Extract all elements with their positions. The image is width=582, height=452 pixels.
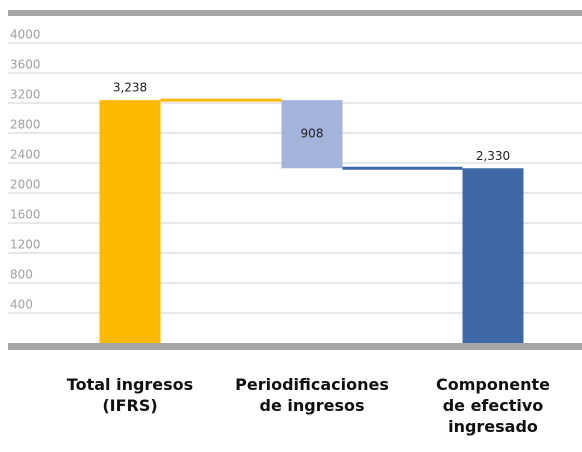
- y-tick-label: 3600: [10, 58, 41, 72]
- bar: [281, 100, 343, 169]
- y-tick-label: 2400: [10, 148, 41, 162]
- bar: [99, 100, 161, 344]
- data-label: 908: [301, 127, 324, 141]
- y-tick-label: 4000: [10, 28, 41, 42]
- y-tick-label: 1600: [10, 208, 41, 222]
- y-tick-label: 1200: [10, 238, 41, 252]
- y-tick-label: 3200: [10, 88, 41, 102]
- x-axis-band: [8, 343, 582, 350]
- x-tick-label: Periodificaciones de ingresos: [235, 375, 389, 415]
- y-tick-label: 2800: [10, 118, 41, 132]
- y-tick-label: 2000: [10, 178, 41, 192]
- data-label: 3,238: [113, 81, 147, 95]
- x-tick-label: Total ingresos (IFRS): [66, 375, 194, 415]
- top-band: [8, 10, 582, 16]
- bar: [462, 168, 524, 343]
- y-tick-label: 400: [10, 298, 33, 312]
- y-tick-label: 800: [10, 268, 33, 282]
- x-tick-label: Componente de efectivo ingresado: [436, 375, 550, 436]
- data-label: 2,330: [476, 149, 510, 163]
